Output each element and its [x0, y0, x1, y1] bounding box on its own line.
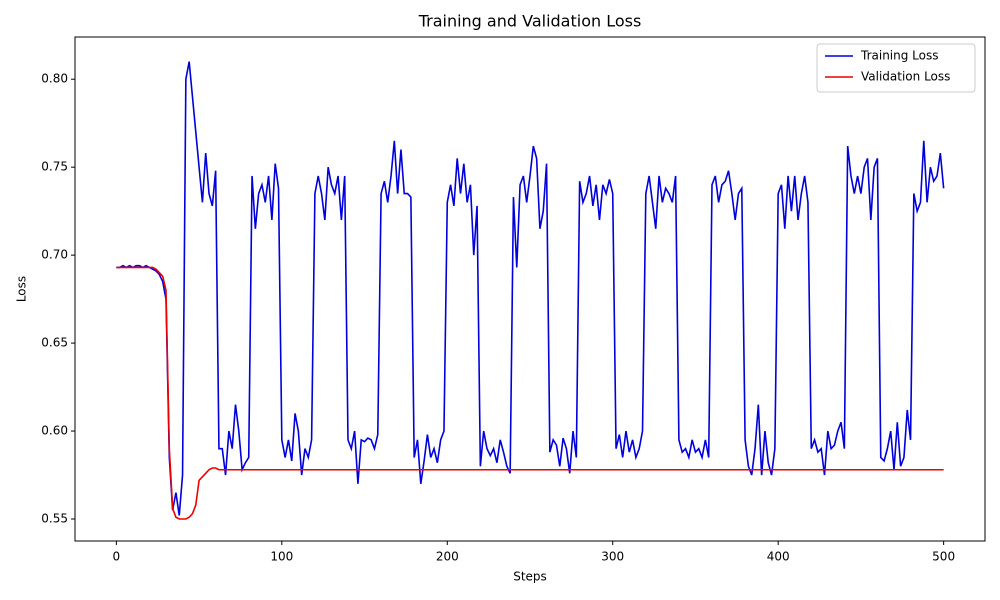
x-tick-label: 400	[767, 550, 790, 564]
x-tick-label: 500	[932, 550, 955, 564]
y-tick-label: 0.55	[41, 512, 68, 526]
y-tick-label: 0.70	[41, 248, 68, 262]
x-tick-label: 0	[113, 550, 121, 564]
series-line	[116, 61, 945, 516]
chart-title: Training and Validation Loss	[418, 12, 642, 31]
x-tick-label: 100	[270, 550, 293, 564]
y-tick-label: 0.65	[41, 336, 68, 350]
y-tick-label: 0.80	[41, 72, 68, 86]
y-axis-label: Loss	[15, 276, 29, 302]
series-line	[116, 266, 944, 520]
plot-frame	[74, 36, 986, 542]
x-tick-label: 200	[436, 550, 459, 564]
legend-label: Training Loss	[860, 49, 938, 63]
y-tick-label: 0.60	[41, 424, 68, 438]
y-tick-label: 0.75	[41, 160, 68, 174]
legend-box	[816, 43, 976, 93]
legend: Training Loss Validation Loss	[816, 43, 976, 93]
x-axis-label: Steps	[513, 570, 547, 584]
legend-label: Validation Loss	[861, 70, 950, 84]
x-tick-label: 300	[601, 550, 624, 564]
